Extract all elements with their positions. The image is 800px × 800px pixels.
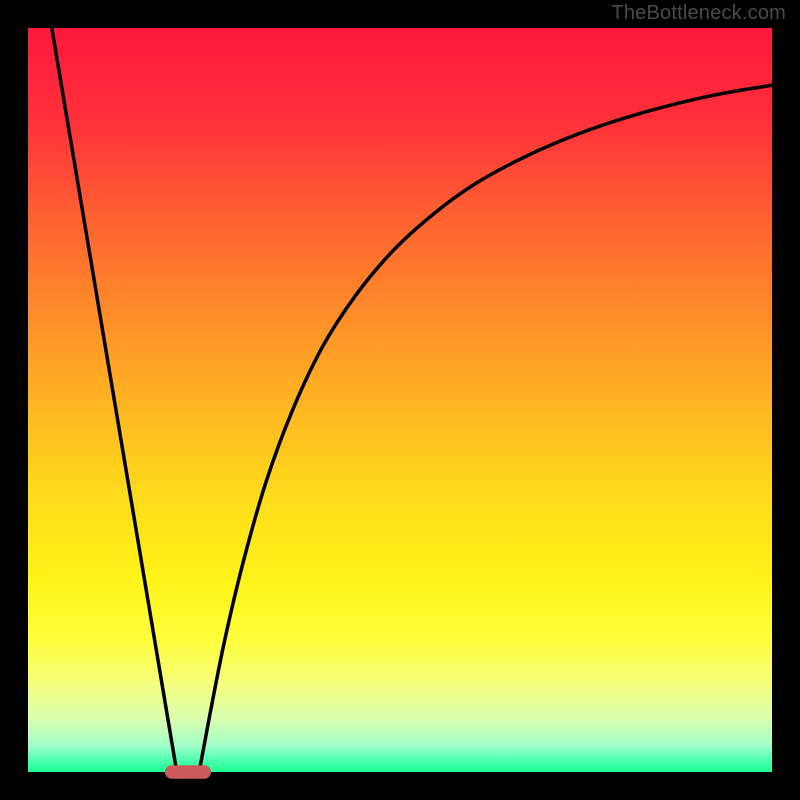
plot-background-gradient [28,28,772,772]
bottleneck-chart-svg [0,0,800,800]
bottom-pill-marker [165,765,211,778]
watermark-text: TheBottleneck.com [611,2,786,25]
chart-frame [0,0,800,800]
